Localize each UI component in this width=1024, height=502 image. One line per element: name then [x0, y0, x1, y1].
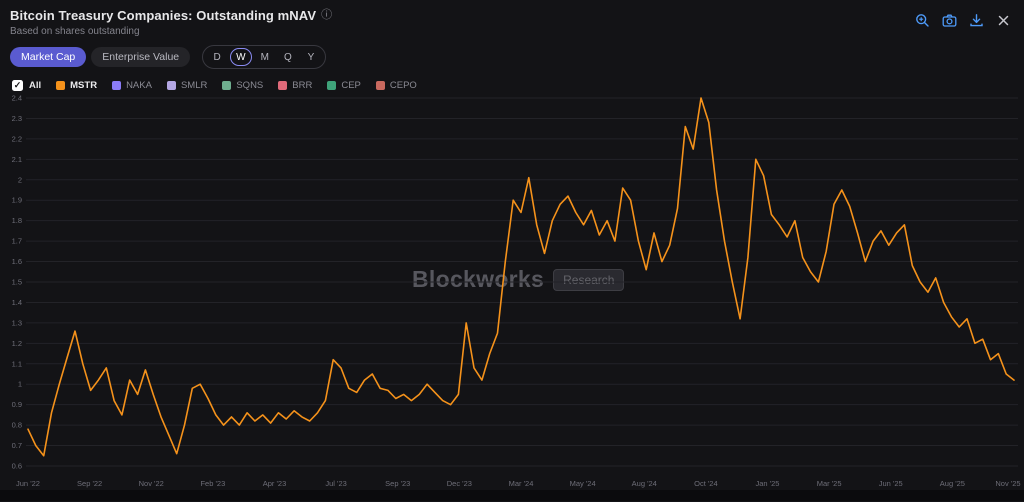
timeframe-q-button[interactable]: Q	[278, 48, 298, 66]
metric-toggle: Market Cap Enterprise Value	[10, 47, 191, 67]
svg-text:2.2: 2.2	[12, 134, 22, 143]
svg-text:May '24: May '24	[570, 479, 596, 488]
legend-item-smlr[interactable]: SMLR	[166, 80, 208, 91]
svg-text:1: 1	[18, 380, 22, 389]
timeframe-w-button[interactable]: W	[230, 48, 252, 66]
svg-text:Jan '25: Jan '25	[756, 479, 780, 488]
series-label: CEP	[341, 80, 361, 91]
enterprise-value-button[interactable]: Enterprise Value	[91, 47, 191, 67]
timeframe-d-button[interactable]: D	[207, 48, 227, 66]
svg-text:Aug '25: Aug '25	[940, 479, 965, 488]
svg-text:Apr '23: Apr '23	[263, 479, 287, 488]
page-subtitle: Based on shares outstanding	[10, 26, 140, 37]
svg-text:1.2: 1.2	[12, 339, 22, 348]
checkbox-checked-icon: ✓	[12, 80, 23, 91]
svg-text:2.3: 2.3	[12, 114, 22, 123]
timeframe-y-button[interactable]: Y	[301, 48, 321, 66]
header-actions	[913, 8, 1014, 29]
svg-text:Jul '23: Jul '23	[325, 479, 346, 488]
series-label: SMLR	[180, 80, 208, 91]
legend-item-naka[interactable]: NAKA	[112, 80, 152, 91]
info-icon[interactable]: ⓘ	[321, 9, 333, 21]
timeframe-m-button[interactable]: M	[255, 48, 275, 66]
legend-row: ✓ All MSTR NAKA SMLR SQNS BRR CEP CEPO	[0, 71, 1024, 93]
svg-text:1.1: 1.1	[12, 359, 22, 368]
legend-all-toggle[interactable]: ✓ All	[12, 80, 41, 91]
legend-all-label: All	[29, 80, 42, 91]
svg-text:Sep '22: Sep '22	[77, 479, 102, 488]
svg-text:1.8: 1.8	[12, 216, 22, 225]
svg-text:1.5: 1.5	[12, 278, 22, 287]
svg-text:Feb '23: Feb '23	[200, 479, 225, 488]
svg-text:Dec '23: Dec '23	[447, 479, 472, 488]
svg-text:Jun '22: Jun '22	[16, 479, 40, 488]
zoom-icon[interactable]	[913, 11, 931, 29]
svg-text:2: 2	[18, 175, 22, 184]
svg-text:Mar '24: Mar '24	[509, 479, 534, 488]
series-label: NAKA	[126, 80, 152, 91]
svg-text:0.9: 0.9	[12, 400, 22, 409]
series-swatch-icon	[166, 81, 176, 90]
chart-area: Blockworks Research 0.6 0.7 0.8 0.9 1 1.1 1.2 1…	[0, 94, 1024, 502]
legend-item-brr[interactable]: BRR	[278, 80, 312, 91]
series-label: CEPO	[389, 80, 417, 91]
page-title: Bitcoin Treasury Companies: Outstanding …	[10, 8, 317, 23]
svg-text:1.4: 1.4	[12, 298, 22, 307]
legend-item-mstr[interactable]: MSTR	[56, 80, 97, 91]
svg-text:Oct '24: Oct '24	[694, 479, 718, 488]
series-swatch-icon	[56, 81, 66, 90]
legend-item-sqns[interactable]: SQNS	[222, 80, 263, 91]
series-label: SQNS	[236, 80, 264, 91]
download-icon[interactable]	[967, 11, 985, 29]
series-label: MSTR	[70, 80, 98, 91]
svg-text:Mar '25: Mar '25	[817, 479, 842, 488]
series-swatch-icon	[375, 81, 385, 90]
legend-item-cep[interactable]: CEP	[327, 80, 361, 91]
legend-item-cepo[interactable]: CEPO	[375, 80, 417, 91]
chart-header: Bitcoin Treasury Companies: Outstanding …	[0, 0, 1024, 37]
series-swatch-icon	[278, 81, 288, 90]
svg-text:Jun '25: Jun '25	[879, 479, 903, 488]
title-block: Bitcoin Treasury Companies: Outstanding …	[10, 8, 332, 37]
close-icon[interactable]	[994, 11, 1012, 29]
svg-text:0.8: 0.8	[12, 421, 22, 430]
svg-text:0.6: 0.6	[12, 462, 22, 471]
svg-text:1.6: 1.6	[12, 257, 22, 266]
series-swatch-icon	[112, 81, 122, 90]
legend-series: MSTR NAKA SMLR SQNS BRR CEP CEPO	[56, 80, 417, 91]
camera-icon[interactable]	[940, 11, 958, 29]
svg-text:Aug '24: Aug '24	[632, 479, 657, 488]
svg-text:1.3: 1.3	[12, 318, 22, 327]
series-swatch-icon	[327, 81, 337, 90]
series-swatch-icon	[222, 81, 232, 90]
svg-text:0.7: 0.7	[12, 441, 22, 450]
svg-text:Nov '22: Nov '22	[139, 479, 164, 488]
series-label: BRR	[292, 80, 313, 91]
svg-text:Sep '23: Sep '23	[385, 479, 410, 488]
svg-text:2.4: 2.4	[12, 94, 22, 103]
svg-text:1.7: 1.7	[12, 237, 22, 246]
svg-text:Nov '25: Nov '25	[995, 479, 1020, 488]
mnav-line-chart[interactable]: 0.6 0.7 0.8 0.9 1 1.1 1.2 1.3 1.4 1.5 1.6 1.7 1.8 1.9…	[0, 94, 1024, 502]
market-cap-button[interactable]: Market Cap	[10, 47, 87, 67]
bottom-strip	[0, 490, 1024, 501]
svg-text:1.9: 1.9	[12, 196, 22, 205]
svg-text:2.1: 2.1	[12, 155, 22, 164]
